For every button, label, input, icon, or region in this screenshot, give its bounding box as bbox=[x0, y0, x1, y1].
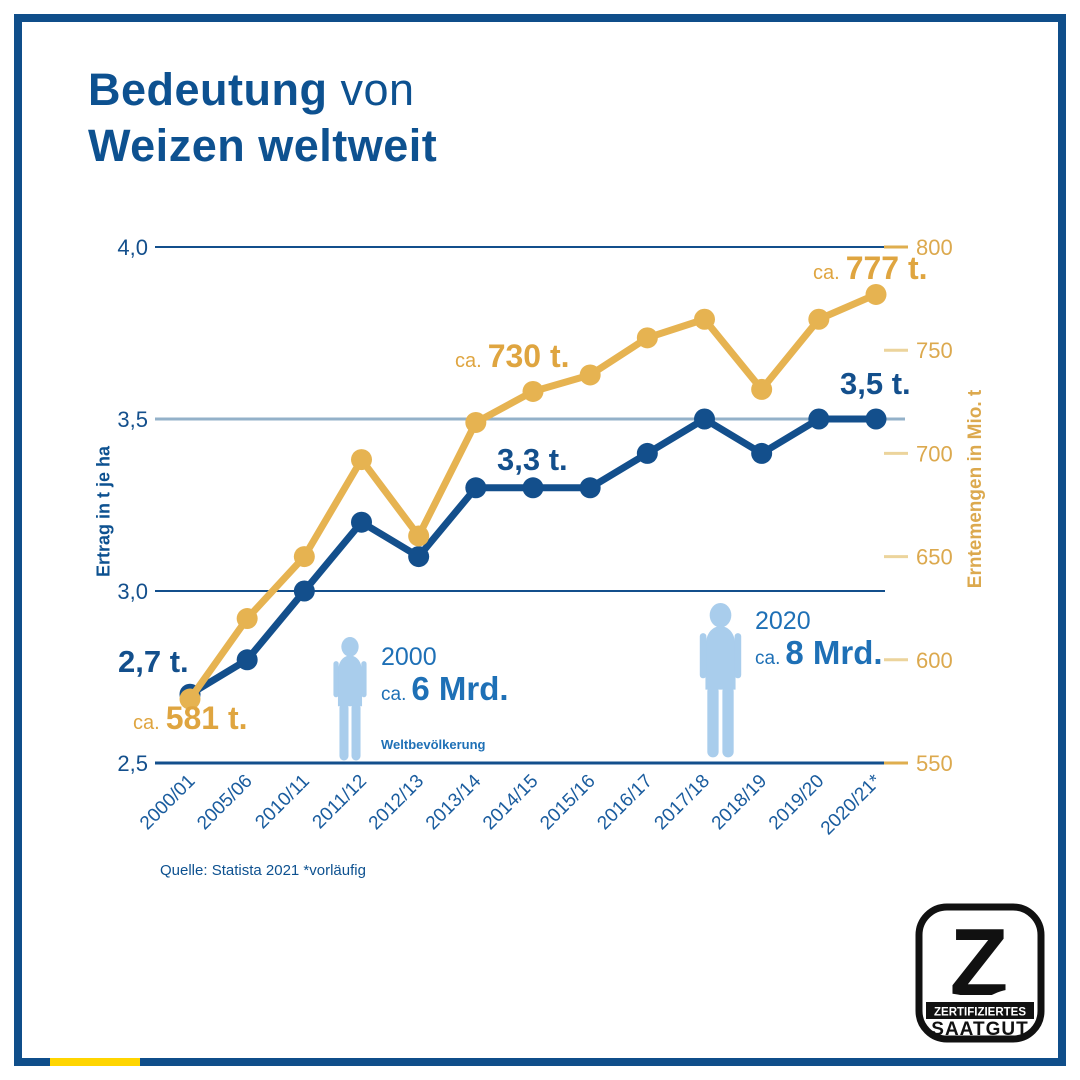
frame-yellow-accent bbox=[50, 1058, 140, 1066]
svg-text:700: 700 bbox=[916, 441, 953, 466]
svg-text:2013/14: 2013/14 bbox=[422, 770, 486, 834]
z-logo: Z ZERTIFIZIERTES SAATGUT bbox=[915, 903, 1045, 1043]
left-axis-title: Ertrag in t je ha bbox=[93, 445, 114, 578]
title-line-2: Weizen weltweit bbox=[88, 120, 438, 171]
svg-text:2017/18: 2017/18 bbox=[651, 771, 714, 834]
title-line-1: Bedeutung von bbox=[88, 64, 415, 115]
svg-text:800: 800 bbox=[916, 235, 953, 260]
svg-text:2016/17: 2016/17 bbox=[593, 771, 656, 834]
logo-word-text: SAATGUT bbox=[931, 1019, 1028, 1040]
annotation-yield-2014: 3,3 t. bbox=[497, 442, 568, 477]
svg-text:2012/13: 2012/13 bbox=[365, 771, 428, 834]
svg-text:2011/12: 2011/12 bbox=[309, 771, 371, 833]
right-axis-title: Erntemengen in Mio. t bbox=[965, 389, 986, 589]
logo-band-text: ZERTIFIZIERTES bbox=[934, 1007, 1026, 1019]
source-note: Quelle: Statista 2021 *vorläufig bbox=[160, 862, 366, 879]
annotation-yield-2000: 2,7 t. bbox=[118, 644, 189, 679]
svg-text:2000/01: 2000/01 bbox=[136, 771, 199, 834]
population-2000-year: 2000 bbox=[381, 643, 437, 671]
svg-text:2018/19: 2018/19 bbox=[708, 771, 771, 834]
person-icon-2000 bbox=[333, 637, 367, 761]
population-2020-year: 2020 bbox=[755, 607, 811, 635]
population-2000-label: 2000 ca. 6 Mrd. bbox=[381, 643, 509, 707]
svg-text:550: 550 bbox=[916, 751, 953, 776]
svg-text:4,0: 4,0 bbox=[117, 235, 148, 260]
page-title: Bedeutung von Weizen weltweit bbox=[88, 62, 437, 174]
svg-text:2020/21*: 2020/21* bbox=[817, 770, 886, 839]
svg-text:750: 750 bbox=[916, 338, 953, 363]
population-2020-label: 2020 ca. 8 Mrd. bbox=[755, 607, 883, 671]
annotation-production-2014: ca. 730 t. bbox=[455, 338, 570, 374]
svg-text:3,0: 3,0 bbox=[117, 579, 148, 604]
svg-text:2015/16: 2015/16 bbox=[536, 771, 599, 834]
svg-text:2014/15: 2014/15 bbox=[479, 771, 542, 834]
svg-text:2010/11: 2010/11 bbox=[251, 771, 313, 833]
svg-text:2005/06: 2005/06 bbox=[193, 771, 256, 834]
annotation-yield-2020: 3,5 t. bbox=[840, 366, 911, 401]
svg-text:3,5: 3,5 bbox=[117, 407, 148, 432]
annotation-production-2000: ca. 581 t. bbox=[133, 700, 248, 736]
person-icon-2020 bbox=[699, 603, 742, 758]
svg-text:650: 650 bbox=[916, 545, 953, 570]
svg-text:2,5: 2,5 bbox=[117, 751, 148, 776]
population-caption: Weltbevölkerung bbox=[381, 737, 486, 752]
annotation-production-2020: ca. 777 t. bbox=[813, 250, 928, 286]
svg-text:600: 600 bbox=[916, 648, 953, 673]
